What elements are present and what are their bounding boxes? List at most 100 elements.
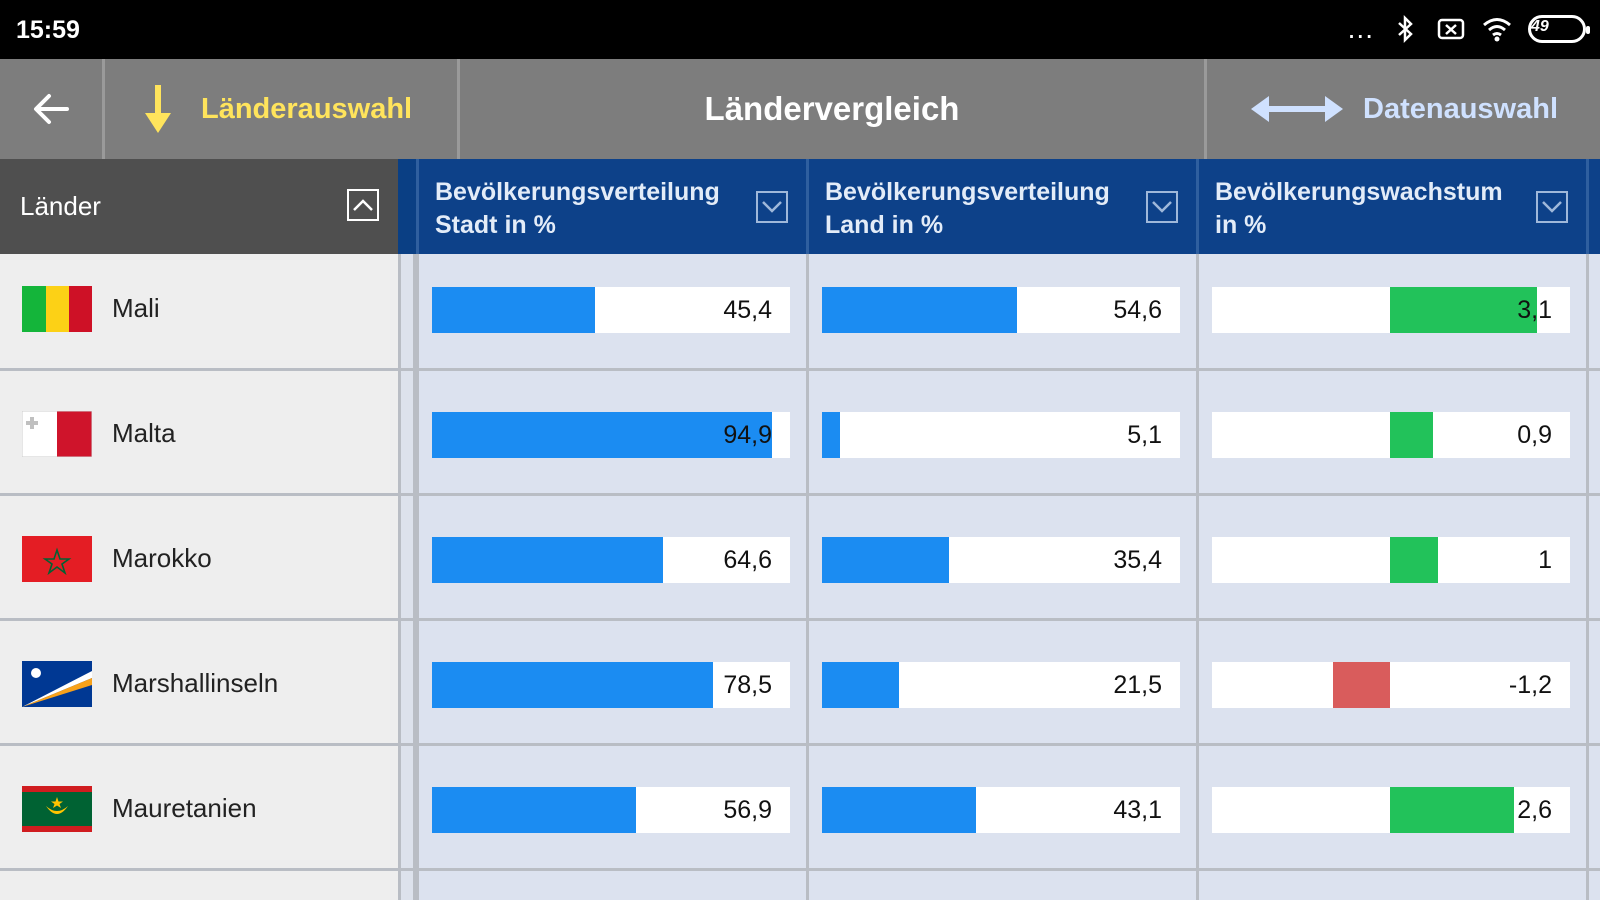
nav-separator (1204, 59, 1207, 159)
percent-bar (432, 412, 772, 458)
status-icons: ... 49 (1347, 13, 1590, 44)
country-name: Marokko (112, 543, 212, 573)
growth-bar (1390, 787, 1514, 833)
bar-value: 2,6 (1517, 796, 1552, 824)
bar-value: 3,1 (1517, 296, 1552, 324)
column-next (1586, 254, 1600, 900)
bar-value: 56,9 (723, 796, 772, 824)
column-gap (398, 254, 416, 900)
column-header-land[interactable]: Bevölkerungsverteilung Land in % (806, 159, 1196, 254)
bar-cell-land[interactable]: 5,1 (822, 412, 1180, 458)
back-button[interactable] (0, 59, 102, 159)
page-title-label: Ländervergleich (704, 90, 960, 127)
bar-cell-wachstum[interactable]: 3,1 (1212, 287, 1570, 333)
bar-value: 35,4 (1113, 546, 1162, 574)
column-header-land-line1: Bevölkerungsverteilung (825, 178, 1110, 206)
bar-cell-stadt[interactable]: 64,6 (432, 537, 790, 583)
row-divider (0, 368, 1600, 371)
top-navigation: Länderauswahl Ländervergleich Datenauswa… (0, 59, 1600, 159)
column-header-wachstum-line1: Bevölkerungswachstum (1215, 178, 1503, 206)
bar-value: 21,5 (1113, 671, 1162, 699)
bar-value: 64,6 (723, 546, 772, 574)
bar-value: 0,9 (1517, 421, 1552, 449)
column-header-wachstum-line2: in % (1215, 211, 1267, 239)
country-name: Malta (112, 418, 176, 448)
country-row-marokko[interactable]: Marokko (0, 496, 398, 621)
column-header-land-line2: Land in % (825, 211, 944, 239)
column-header-stadt-line2: Stadt in % (435, 211, 556, 239)
bar-cell-stadt[interactable]: 45,4 (432, 287, 790, 333)
growth-bar (1333, 662, 1390, 708)
percent-bar (822, 662, 899, 708)
growth-bar (1390, 287, 1537, 333)
bar-cell-wachstum[interactable]: 1 (1212, 537, 1570, 583)
growth-bar (1390, 412, 1433, 458)
column-header-next (1586, 159, 1600, 254)
bar-cell-wachstum[interactable]: 0,9 (1212, 412, 1570, 458)
status-time: 15:59 (16, 16, 80, 44)
malta-flag-icon (22, 410, 92, 457)
bar-value: -1,2 (1508, 671, 1552, 699)
countries-header-label: Länder (20, 191, 101, 221)
wifi-icon (1482, 14, 1512, 44)
datenauswahl-button[interactable]: Datenauswahl (1207, 59, 1600, 159)
battery-icon: 49 (1528, 15, 1590, 43)
column-header-stadt-line1: Bevölkerungsverteilung (435, 178, 720, 206)
percent-bar (432, 537, 663, 583)
status-bar: 15:59 ... 49 (0, 0, 1600, 59)
percent-bar (822, 412, 840, 458)
sort-up-icon[interactable] (347, 189, 379, 221)
bar-cell-stadt[interactable]: 94,9 (432, 412, 790, 458)
mauritania-flag-icon (22, 785, 92, 832)
bar-cell-land[interactable]: 21,5 (822, 662, 1180, 708)
morocco-flag-icon (22, 535, 92, 582)
bar-cell-land[interactable]: 54,6 (822, 287, 1180, 333)
mali-flag-icon (22, 285, 92, 332)
growth-bar (1390, 537, 1438, 583)
bar-cell-land[interactable]: 35,4 (822, 537, 1180, 583)
sort-down-icon[interactable] (1146, 191, 1178, 223)
country-name: Mauretanien (112, 793, 257, 823)
countries-column-header[interactable]: Länder (0, 159, 398, 254)
bar-cell-stadt[interactable]: 78,5 (432, 662, 790, 708)
bar-value: 78,5 (723, 671, 772, 699)
row-divider (0, 743, 1600, 746)
marshall-islands-flag-icon (22, 660, 92, 707)
datenauswahl-label: Datenauswahl (1363, 92, 1558, 125)
sort-down-icon[interactable] (756, 191, 788, 223)
bluetooth-icon (1390, 14, 1420, 44)
bar-cell-wachstum[interactable]: -1,2 (1212, 662, 1570, 708)
bar-value: 45,4 (723, 296, 772, 324)
header-gap (398, 159, 416, 254)
column-header-stadt[interactable]: Bevölkerungsverteilung Stadt in % (416, 159, 806, 254)
bar-value: 1 (1538, 546, 1552, 574)
row-divider (0, 868, 1600, 871)
row-divider (0, 493, 1600, 496)
percent-bar (432, 662, 713, 708)
sort-down-icon[interactable] (1536, 191, 1568, 223)
column-header-wachstum[interactable]: Bevölkerungswachstum in % (1196, 159, 1586, 254)
bar-value: 5,1 (1127, 421, 1162, 449)
bar-cell-land[interactable]: 43,1 (822, 787, 1180, 833)
percent-bar (432, 787, 636, 833)
country-row-mali[interactable]: Mali (0, 246, 398, 371)
country-name: Marshallinseln (112, 668, 279, 698)
percent-bar (822, 537, 949, 583)
country-row-marshallinseln[interactable]: Marshallinseln (0, 621, 398, 746)
nav-separator (102, 59, 105, 159)
bar-value: 94,9 (723, 421, 772, 449)
percent-bar (822, 787, 976, 833)
sim-icon (1436, 14, 1466, 44)
more-dots: ... (1347, 13, 1374, 44)
laenderauswahl-label: Länderauswahl (201, 92, 413, 125)
laenderauswahl-button[interactable]: Länderauswahl (105, 59, 457, 159)
nav-separator (457, 59, 460, 159)
row-divider (0, 618, 1600, 621)
percent-bar (822, 287, 1017, 333)
country-row-malta[interactable]: Malta (0, 371, 398, 496)
country-row-mauretanien[interactable]: Mauretanien (0, 746, 398, 871)
arrow-left-right-icon (1251, 96, 1343, 122)
country-name: Mali (112, 293, 160, 323)
bar-cell-wachstum[interactable]: 2,6 (1212, 787, 1570, 833)
bar-cell-stadt[interactable]: 56,9 (432, 787, 790, 833)
